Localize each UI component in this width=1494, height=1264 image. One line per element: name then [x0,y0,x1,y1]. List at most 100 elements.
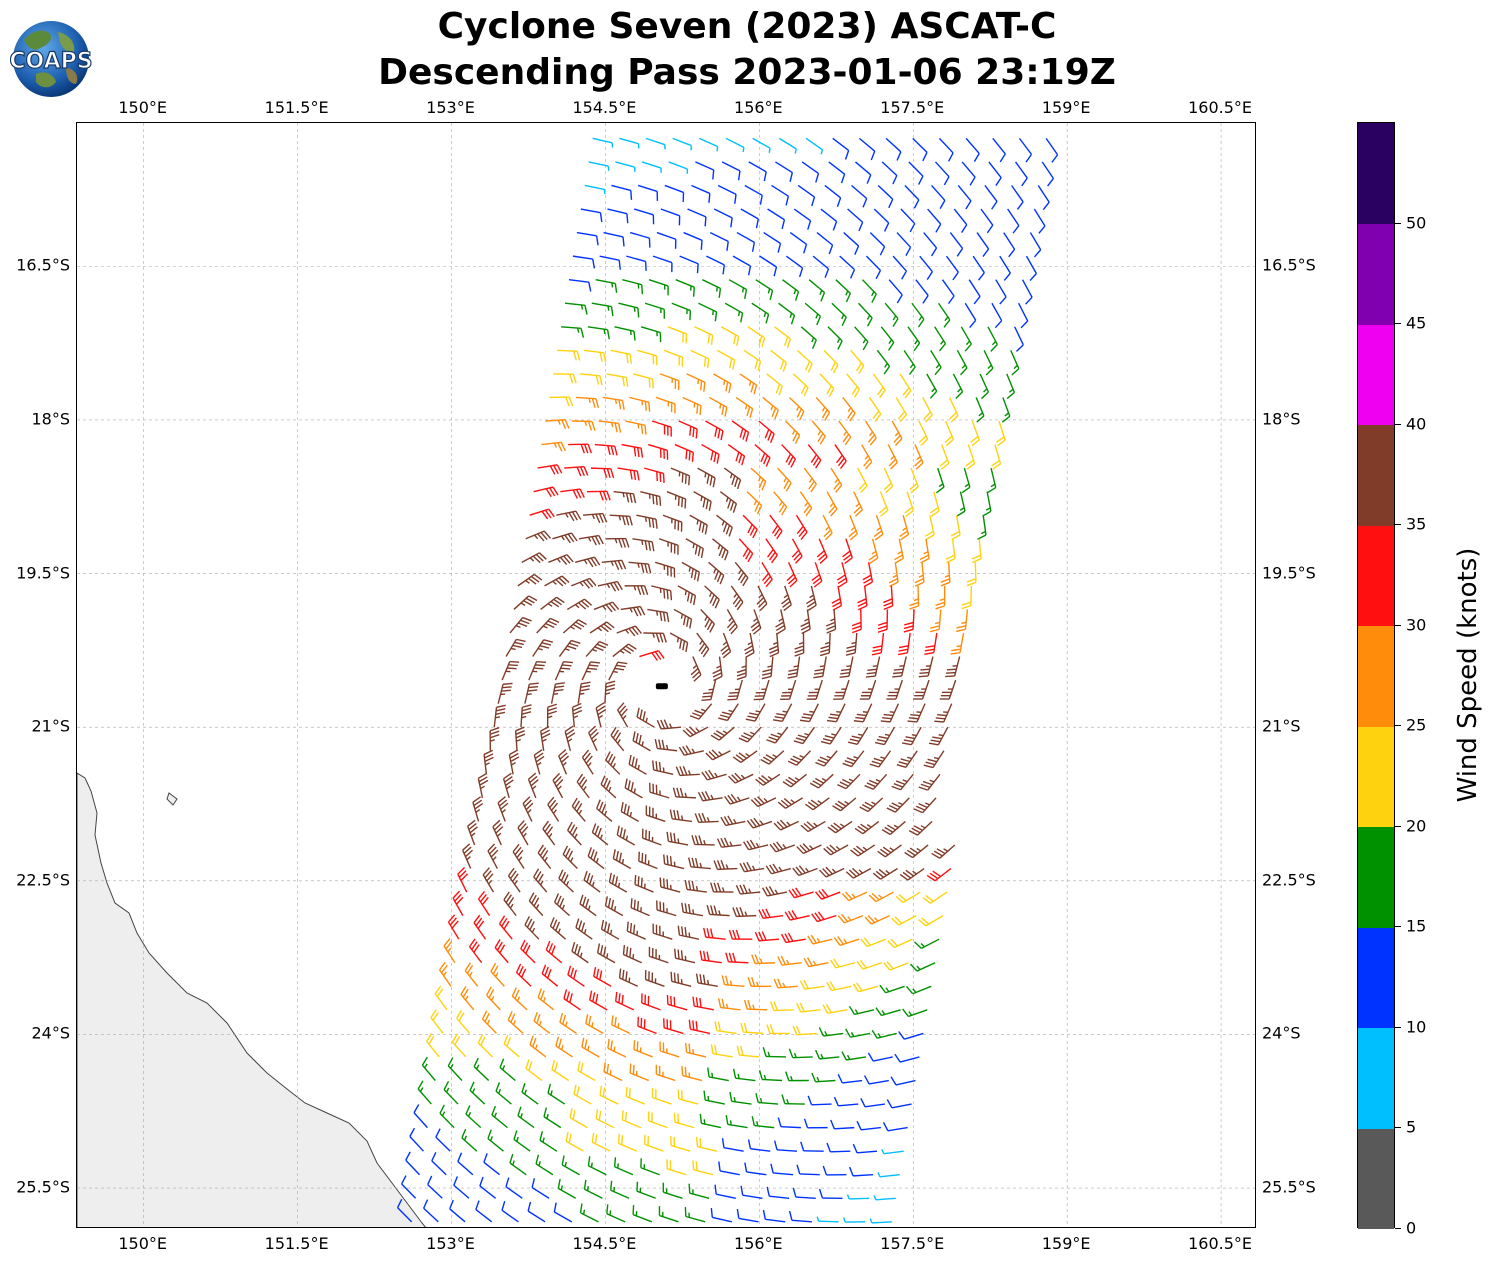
wind-barb [1033,208,1046,234]
lon-tick-bottom: 153°E [426,1234,475,1253]
wind-barb [739,861,765,873]
wind-barb [992,137,1006,163]
wind-barb [928,726,949,746]
wind-barb [647,1111,668,1129]
wind-barb [766,373,783,396]
wind-barb [644,1134,664,1152]
wind-barb [572,420,596,431]
wind-barb [620,605,646,617]
wind-barb [537,464,563,475]
wind-barb [950,632,965,655]
wind-barb [782,279,800,301]
wind-barb [752,137,771,153]
wind-barb [683,231,703,250]
wind-barb [696,632,710,658]
wind-barb [926,867,952,882]
wind-barb [533,868,548,893]
wind-barb [771,184,790,206]
wind-barb [879,984,905,994]
wind-barb [907,326,921,352]
wind-barb [774,326,792,349]
wind-barb [659,1041,680,1058]
wind-barb [740,1022,764,1035]
wind-barb [766,1186,790,1199]
wind-barb [571,941,589,964]
wind-barb [430,1009,444,1034]
colorbar-tick-mark [1395,725,1401,727]
colorbar-tick-label: 50 [1406,213,1427,233]
wind-barb [782,773,807,788]
wind-barb [833,1096,859,1107]
wind-barb [903,609,915,633]
wind-barb [486,986,501,1011]
wind-barb [822,1003,848,1014]
wind-barb [561,1155,580,1176]
plot-title: Cyclone Seven (2023) ASCAT-C Descending … [0,4,1494,96]
wind-barb [594,443,618,456]
wind-barb [832,797,857,812]
colorbar-tick-label: 10 [1406,1017,1427,1037]
wind-barb [952,373,964,399]
wind-barb [633,373,654,389]
wind-barb [736,656,747,681]
wind-barb [851,184,868,208]
wind-barb [624,585,649,596]
wind-barb [509,616,532,634]
coaps-logo: COAPS [9,18,93,100]
wind-barb [833,679,850,700]
wind-barb [881,161,898,185]
wind-barb [595,1109,615,1129]
wind-barb [883,585,894,611]
wind-barb [826,981,852,992]
wind-barb [487,843,499,869]
wind-barb [734,561,749,587]
wind-barb [770,1163,794,1176]
wind-barb [710,726,735,741]
wind-barb [697,467,716,488]
wind-barb [807,1095,832,1106]
wind-barb [477,772,489,799]
wind-barb [694,326,714,345]
wind-barb [615,161,636,172]
colorbar-bin [1358,123,1394,225]
wind-barb [908,820,933,836]
wind-barb [795,514,808,540]
wind-barb [956,350,968,376]
wind-barb [939,679,957,700]
wind-barb [793,208,812,230]
wind-barb [871,1029,897,1039]
wind-barb [899,867,925,881]
wind-barb [599,255,621,270]
wind-barb [672,137,692,151]
wind-barb [589,990,608,1011]
wind-barb [818,1027,844,1037]
wind-barb [750,467,767,491]
wind-barb [550,682,565,704]
lat-tick-left: 24°S [31,1023,70,1043]
wind-barb [899,515,910,541]
wind-barb [553,373,577,384]
wind-barb [651,420,672,437]
wind-barb [890,1076,916,1086]
wind-barb [732,750,758,764]
wind-barb [603,1062,623,1082]
wind-barb [591,823,609,846]
wind-barb [447,1057,463,1081]
wind-barb [842,538,853,565]
wind-barb [517,1106,535,1129]
wind-barb [891,420,903,446]
wind-barb [869,232,886,256]
wind-barb [520,704,532,728]
wind-barb [805,797,830,811]
wind-barb [577,1061,596,1082]
wind-barb [561,326,585,338]
colorbar-tick-label: 40 [1406,414,1427,434]
wind-barb [822,514,833,541]
wind-barb [927,208,942,233]
wind-barb [620,802,639,823]
wind-barb [641,161,662,173]
wind-barb [778,137,797,154]
wind-barb [716,349,736,370]
wind-barb [762,1209,786,1223]
wind-barb [563,989,581,1011]
